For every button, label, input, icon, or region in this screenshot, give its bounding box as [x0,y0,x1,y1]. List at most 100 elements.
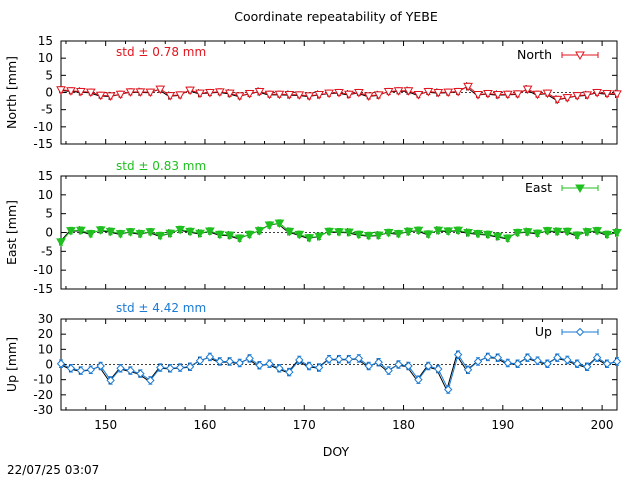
data-point [185,362,195,371]
data-point [274,90,285,100]
data-point [305,361,314,371]
data-point [423,230,434,240]
data-point [483,352,493,362]
data-point [225,357,234,366]
data-point [304,234,315,243]
data-point [155,85,166,95]
data-point [294,230,305,240]
data-point [492,232,503,242]
data-point [383,87,394,97]
legend: North [517,47,599,62]
data-point [295,355,304,365]
data-point [353,230,364,240]
chart-title: Coordinate repeatability of YEBE [234,9,438,24]
data-point [532,90,543,100]
data-point [116,364,125,373]
legend-label: Up [535,324,552,339]
data-point [443,88,454,98]
data-point [205,227,215,237]
timestamp: 22/07/25 03:07 [7,463,99,477]
y-tick-label: -5 [41,103,53,117]
data-point [314,91,325,100]
data-point [56,86,66,95]
data-point [66,227,76,236]
y-axis-label: East [mm] [4,200,19,265]
data-point [573,359,582,368]
data-point [453,87,464,97]
std-label: std ± 0.83 mm [116,159,206,173]
legend-marker [575,327,585,337]
data-point [165,92,176,101]
x-tick-label: 170 [293,418,316,432]
data-point [195,229,205,239]
data-point [592,227,603,236]
data-point [443,227,454,237]
data-point [393,87,404,96]
data-point [532,229,543,239]
data-point [522,228,533,237]
data-point [602,230,612,240]
data-point [324,227,334,237]
data-point [126,366,135,375]
y-tick-label: -10 [33,373,53,387]
y-axis-label: North [mm] [4,56,19,129]
data-point [572,92,583,101]
data-point [85,230,96,239]
data-point [413,226,424,236]
data-point [393,230,404,239]
y-tick-label: 15 [38,169,53,183]
data-point [512,90,523,99]
data-point [453,226,464,236]
data-point [592,353,602,362]
data-point [244,230,255,240]
data-point [502,90,513,100]
data-point [543,359,552,368]
data-point [175,363,185,372]
data-point [105,92,116,101]
data-point [254,227,265,236]
data-point [145,228,156,237]
data-points [56,350,622,394]
x-axis-label: DOY [323,444,350,459]
y-axis-label: Up [mm] [4,337,19,392]
data-point [334,89,344,98]
data-point [562,227,573,237]
y-tick-label: 0 [45,226,53,240]
x-tick-label: 200 [591,418,614,432]
data-point [56,359,66,368]
data-point [582,228,593,237]
x-tick-label: 160 [194,418,217,432]
data-point [512,229,523,238]
y-tick-label: -10 [33,263,53,277]
y-tick-label: 5 [45,68,53,82]
data-point [463,365,473,375]
data-point [473,357,483,366]
data-point [384,366,393,375]
data-point [294,91,305,100]
data-point [95,91,106,101]
legend: East [525,180,599,195]
data-point [195,89,205,99]
data-point [542,227,553,236]
legend-marker [575,184,585,194]
data-point [166,364,175,373]
data-point [234,92,245,101]
data-point [334,354,344,364]
data-point [76,366,86,375]
data-point [364,361,373,371]
data-point [165,229,176,239]
y-tick-label: -15 [33,282,53,296]
data-point [56,238,66,247]
data-point [274,219,285,229]
data-point [224,89,235,99]
data-point [582,91,593,100]
data-point [235,358,244,368]
data-point [602,90,612,99]
data-point [542,89,553,99]
y-tick-label: 10 [38,51,53,65]
data-point [214,88,225,97]
data-point [473,230,483,239]
data-point [146,376,155,385]
